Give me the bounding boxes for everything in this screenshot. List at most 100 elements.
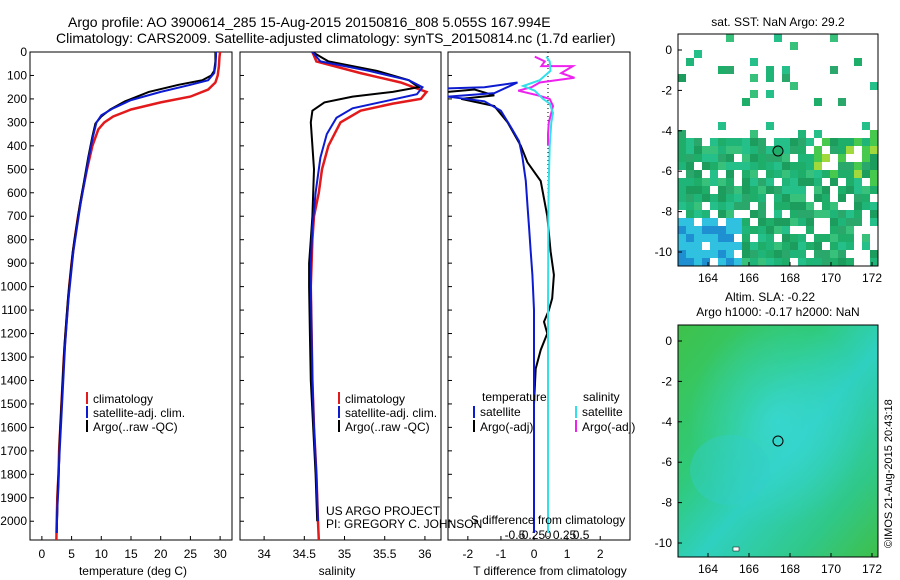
sst-pixel xyxy=(686,250,694,258)
sst-pixel xyxy=(726,146,734,154)
sst-pixel xyxy=(710,162,718,170)
sst-pixel xyxy=(814,210,822,218)
sst-pixel xyxy=(830,250,838,258)
sst-pixel xyxy=(822,202,830,210)
sst-pixel xyxy=(846,178,854,186)
sst-pixel xyxy=(790,234,798,242)
salinity-legend: climatology satellite-adj. clim. Argo(..… xyxy=(338,392,437,434)
sst-pixel xyxy=(854,178,862,186)
sst-pixel xyxy=(694,226,702,234)
sst-pixel xyxy=(782,202,790,210)
sst-pixel xyxy=(726,258,734,266)
sst-pixel xyxy=(798,178,806,186)
sst-pixel xyxy=(710,194,718,202)
sst-pixel xyxy=(822,154,830,162)
sst-pixel xyxy=(862,170,870,178)
sst-pixel xyxy=(838,226,846,234)
sst-pixel xyxy=(710,178,718,186)
sst-pixel xyxy=(774,242,782,250)
sst-pixel xyxy=(854,202,862,210)
sst-pixel xyxy=(870,202,878,210)
depth-axis: 0 100 200 300 400 500 600 700 800 900 1000 1100 1200… xyxy=(0,45,452,528)
sst-pixel xyxy=(774,186,782,194)
sst-pixel xyxy=(694,138,702,146)
salinity-difference-tick-label: 0 xyxy=(545,528,552,542)
difference-tick-label: 0 xyxy=(531,547,538,561)
sst-pixel xyxy=(846,146,854,154)
sst-pixel xyxy=(838,234,846,242)
sst-pixel xyxy=(766,122,774,130)
sst-pixel xyxy=(782,146,790,154)
sst-pixel xyxy=(806,226,814,234)
sst-pixel xyxy=(758,146,766,154)
sst-pixel xyxy=(798,194,806,202)
sst-pixel xyxy=(766,66,774,74)
sst-pixel xyxy=(814,130,822,138)
argo-float-marker-sst xyxy=(772,145,784,157)
sst-pixel xyxy=(678,130,686,138)
temperature-xlabel: temperature (deg C) xyxy=(79,564,187,578)
sst-pixel xyxy=(718,122,726,130)
legend-climatology: climatology xyxy=(345,392,405,406)
depth-tick-label: 400 xyxy=(7,139,27,153)
sst-pixel xyxy=(846,162,854,170)
sst-pixel xyxy=(686,186,694,194)
sst-pixel xyxy=(870,218,878,226)
depth-tick-label: 700 xyxy=(7,209,27,223)
sst-pixel xyxy=(814,234,822,242)
sst-pixel xyxy=(766,218,774,226)
sst-pixel xyxy=(806,242,814,250)
sst-pixel xyxy=(758,138,766,146)
sst-pixel xyxy=(678,178,686,186)
sst-pixel xyxy=(742,242,750,250)
sst-pixel xyxy=(726,250,734,258)
sst-pixel xyxy=(846,242,854,250)
sst-pixel xyxy=(678,250,686,258)
sst-pixel xyxy=(694,250,702,258)
sst-pixel xyxy=(798,210,806,218)
sst-pixel xyxy=(782,138,790,146)
sst-pixel xyxy=(830,242,838,250)
sst-pixel xyxy=(734,162,742,170)
sst-pixel xyxy=(758,194,766,202)
sst-pixel xyxy=(742,178,750,186)
sst-pixel xyxy=(750,138,758,146)
sst-pixel xyxy=(846,138,854,146)
temperature-legend: climatology satellite-adj. clim. Argo(..… xyxy=(86,392,185,434)
sst-pixel xyxy=(830,210,838,218)
sst-pixel xyxy=(726,162,734,170)
legend-argo: Argo(..raw -QC) xyxy=(345,420,430,434)
sst-pixel xyxy=(870,154,878,162)
sst-pixel xyxy=(750,170,758,178)
temperature-tick-label: 0 xyxy=(39,547,46,561)
sst-pixel xyxy=(846,186,854,194)
difference-tick-label: -2 xyxy=(463,547,474,561)
sst-pixel xyxy=(870,186,878,194)
sst-pixel xyxy=(862,234,870,242)
sst-pixel xyxy=(854,194,862,202)
sst-pixel xyxy=(782,162,790,170)
profile-title: Argo profile: AO 3900614_285 15-Aug-2015… xyxy=(68,14,551,30)
sst-pixel xyxy=(790,186,798,194)
temperature-tick-label: 15 xyxy=(124,547,138,561)
sst-pixel xyxy=(742,162,750,170)
temperature-tick-label: 5 xyxy=(68,547,75,561)
sst-pixel xyxy=(734,186,742,194)
sst-pixel xyxy=(838,186,846,194)
sst-pixel xyxy=(686,178,694,186)
legend-temp-argo: Argo(-adj) xyxy=(480,420,533,434)
sst-pixel xyxy=(870,138,878,146)
sst-pixel xyxy=(742,194,750,202)
depth-tick-label: 600 xyxy=(7,186,27,200)
sst-pixel xyxy=(830,146,838,154)
sst-pixel xyxy=(686,58,694,66)
sst-pixel xyxy=(854,162,862,170)
sst-pixel xyxy=(814,258,822,266)
sst-lon-label: 166 xyxy=(739,271,759,285)
sst-pixel xyxy=(694,258,702,266)
sla-lon-label: 170 xyxy=(821,562,841,576)
sst-pixel xyxy=(718,162,726,170)
sst-pixel xyxy=(718,154,726,162)
sst-pixel xyxy=(854,58,862,66)
sst-pixel xyxy=(694,178,702,186)
